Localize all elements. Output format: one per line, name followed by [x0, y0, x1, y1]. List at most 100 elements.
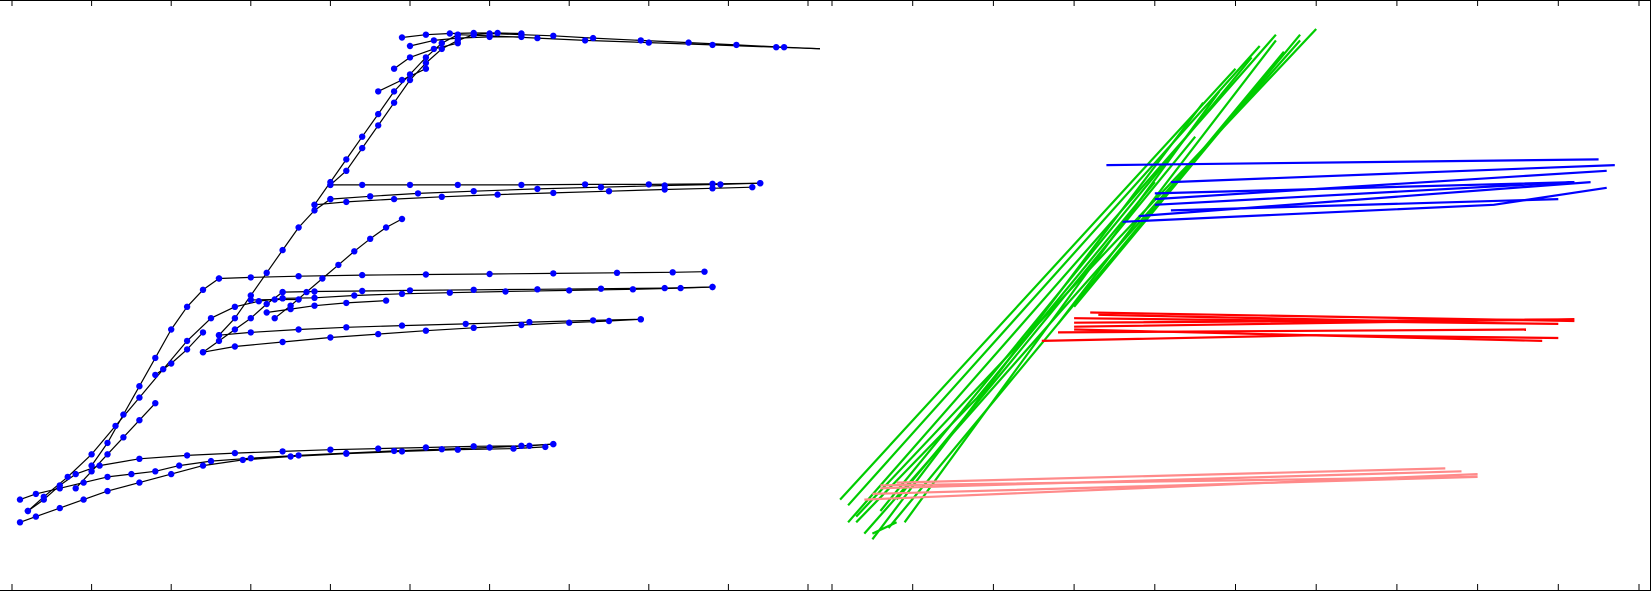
trajectory-point-icon [232, 450, 238, 456]
trajectory-point-icon [717, 181, 723, 187]
trajectory-point-icon [295, 452, 301, 458]
trajectory-point-icon [399, 216, 405, 222]
left-chart-svg [0, 0, 820, 591]
trajectory-point-icon [486, 271, 492, 277]
trajectory-point-icon [33, 491, 39, 497]
trajectory-point-icon [431, 46, 437, 52]
trajectory-point-icon [359, 145, 365, 151]
trajectory-point-icon [33, 513, 39, 519]
segment-diag [840, 69, 1235, 500]
trajectory-point-icon [375, 88, 381, 94]
trajectory-point-icon [391, 448, 397, 454]
trajectory-point-icon [463, 321, 469, 327]
trajectory-point-icon [423, 66, 429, 72]
trajectory-point-icon [104, 440, 110, 446]
trajectory-point-icon [606, 318, 612, 324]
trajectory-point-icon [327, 447, 333, 453]
right-chart-svg [820, 0, 1651, 591]
trajectory-point-icon [152, 372, 158, 378]
trajectory-line [330, 35, 473, 185]
trajectory-point-icon [351, 292, 357, 298]
trajectory-point-icon [311, 295, 317, 301]
trajectory-point-icon [335, 262, 341, 268]
trajectory-point-icon [287, 453, 293, 459]
trajectory-point-icon [590, 35, 596, 41]
trajectory-point-icon [534, 286, 540, 292]
trajectory-point-icon [256, 298, 262, 304]
trajectory-point-icon [343, 156, 349, 162]
trajectory-point-icon [311, 303, 317, 309]
trajectory-point-icon [534, 35, 540, 41]
trajectory-point-icon [518, 443, 524, 449]
trajectory-point-icon [327, 334, 333, 340]
trajectory-line [203, 319, 641, 352]
trajectory-point-icon [455, 40, 461, 46]
trajectory-point-icon [184, 338, 190, 344]
trajectory-point-icon [439, 194, 445, 200]
trajectory-point-icon [367, 193, 373, 199]
trajectory-point-icon [311, 207, 317, 213]
trajectory-point-icon [279, 289, 285, 295]
trajectory-point-icon [399, 448, 405, 454]
trajectory-point-icon [518, 322, 524, 328]
trajectory-point-icon [439, 40, 445, 46]
trajectory-point-icon [399, 291, 405, 297]
trajectory-point-icon [510, 445, 516, 451]
trajectory-point-icon [415, 190, 421, 196]
trajectory-point-icon [200, 462, 206, 468]
trajectory-point-icon [152, 355, 158, 361]
trajectory-point-icon [120, 434, 126, 440]
trajectory-point-icon [781, 44, 787, 50]
trajectory-point-icon [200, 349, 206, 355]
trajectory-point-icon [272, 315, 278, 321]
right-classified-chart [820, 0, 1651, 591]
trajectory-point-icon [677, 285, 683, 291]
trajectory-point-icon [471, 188, 477, 194]
trajectory-point-icon [41, 494, 47, 500]
trajectory-point-icon [486, 444, 492, 450]
trajectory-point-icon [73, 485, 79, 491]
trajectory-point-icon [17, 496, 23, 502]
trajectory-point-icon [471, 30, 477, 36]
trajectory-point-icon [136, 479, 142, 485]
trajectory-point-icon [471, 287, 477, 293]
trajectory-point-icon [57, 482, 63, 488]
trajectory-point-icon [455, 182, 461, 188]
trajectory-point-icon [701, 269, 707, 275]
trajectory-point-icon [168, 326, 174, 332]
trajectory-point-icon [407, 287, 413, 293]
trajectory-point-icon [343, 168, 349, 174]
segment-diag [872, 103, 1203, 540]
trajectory-point-icon [423, 271, 429, 277]
trajectory-point-icon [582, 37, 588, 43]
trajectory-point-icon [287, 306, 293, 312]
trajectory-point-icon [407, 71, 413, 77]
trajectory-point-icon [248, 315, 254, 321]
trajectory-point-icon [630, 286, 636, 292]
trajectory-point-icon [638, 316, 644, 322]
trajectory-point-icon [471, 325, 477, 331]
trajectory-point-icon [518, 182, 524, 188]
trajectory-point-icon [709, 284, 715, 290]
trajectory-point-icon [343, 199, 349, 205]
trajectory-point-icon [391, 100, 397, 106]
trajectory-point-icon [200, 329, 206, 335]
trajectory-line [219, 199, 330, 335]
trajectory-point-icon [471, 443, 477, 449]
trajectory-point-icon [232, 326, 238, 332]
trajectory-point-icon [375, 445, 381, 451]
trajectory-point-icon [216, 275, 222, 281]
trajectory-point-icon [662, 285, 668, 291]
trajectory-point-icon [773, 44, 779, 50]
trajectory-point-icon [407, 54, 413, 60]
trajectory-point-icon [327, 179, 333, 185]
trajectory-point-icon [17, 519, 23, 525]
trajectory-point-icon [367, 236, 373, 242]
trajectory-point-icon [526, 319, 532, 325]
trajectory-point-icon [168, 360, 174, 366]
trajectory-point-icon [550, 190, 556, 196]
trajectory-point-icon [431, 37, 437, 43]
trajectory-point-icon [272, 296, 278, 302]
trajectory-line [20, 447, 545, 522]
trajectory-point-icon [590, 317, 596, 323]
